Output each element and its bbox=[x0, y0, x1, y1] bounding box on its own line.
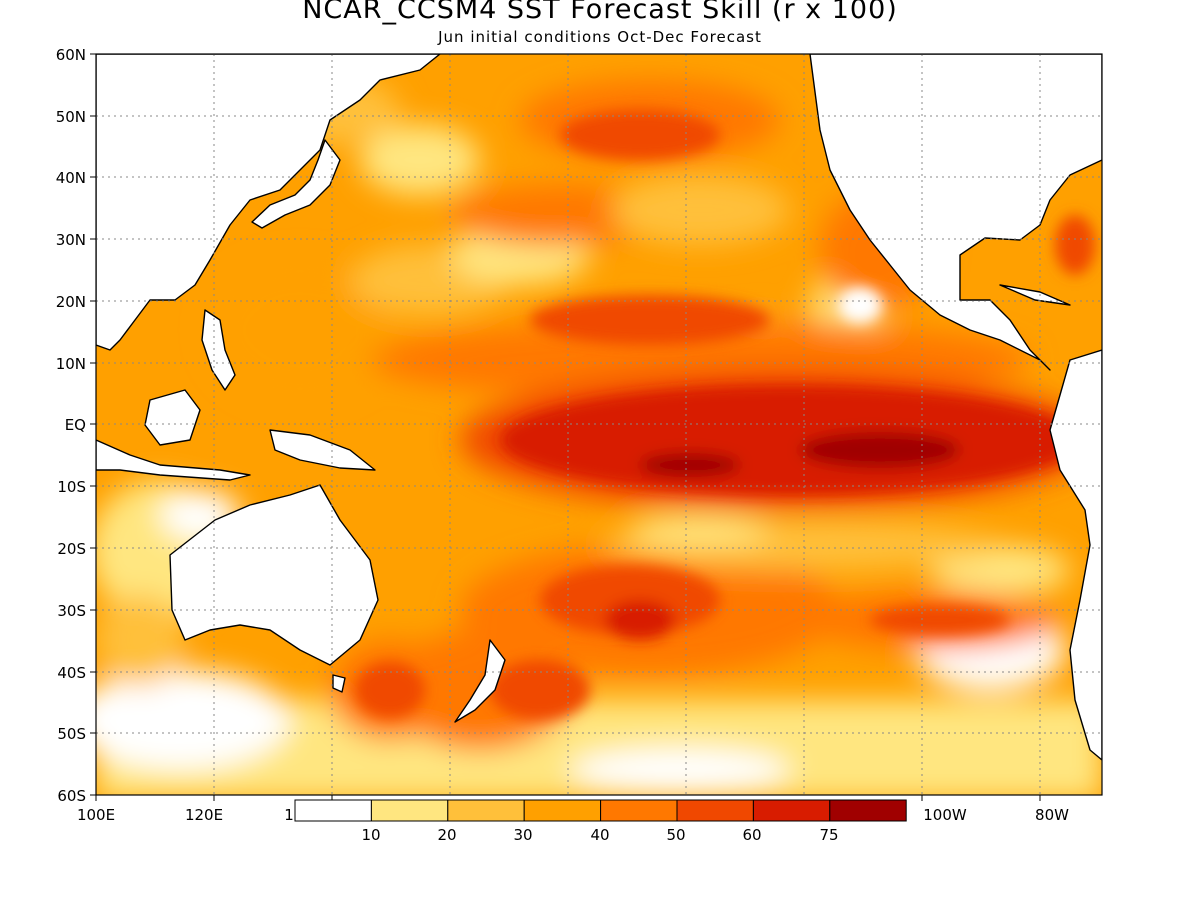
skill-field bbox=[96, 54, 1102, 795]
map-subtitle: Jun initial conditions Oct-Dec Forecast bbox=[438, 28, 762, 46]
colorbar-label: 20 bbox=[437, 826, 456, 844]
colorbar-swatch bbox=[523, 799, 602, 822]
colorbar-swatch bbox=[600, 799, 678, 822]
lat-label: 40N bbox=[56, 169, 86, 187]
land-sumatra-java bbox=[96, 439, 251, 481]
lat-label: 30S bbox=[57, 602, 86, 620]
colorbar-label: 60 bbox=[742, 826, 761, 844]
land-asia bbox=[96, 54, 441, 351]
lon-label: 120E bbox=[185, 806, 223, 824]
lat-label: EQ bbox=[65, 416, 86, 434]
colorbar-label: 10 bbox=[361, 826, 380, 844]
coastlines bbox=[96, 54, 1102, 761]
land-tasmania bbox=[332, 674, 346, 693]
colorbar-label: 40 bbox=[590, 826, 609, 844]
lat-label: 10S bbox=[57, 478, 86, 496]
colorbar-swatch bbox=[829, 799, 907, 822]
land-australia bbox=[169, 484, 379, 666]
lon-label: 100E bbox=[77, 806, 115, 824]
lat-label: 30N bbox=[56, 231, 86, 249]
lon-label: 80W bbox=[1035, 806, 1069, 824]
lat-label: 20S bbox=[57, 540, 86, 558]
colorbar-labels: 10 20 30 40 50 60 75 bbox=[361, 826, 838, 844]
lat-label: 50N bbox=[56, 108, 86, 126]
lon-ticks bbox=[95, 795, 1041, 801]
colorbar-swatch bbox=[752, 799, 831, 822]
land-new-guinea bbox=[269, 429, 376, 471]
lon-label: 100W bbox=[923, 806, 967, 824]
colorbar-swatch bbox=[370, 799, 449, 822]
lat-label: 60N bbox=[56, 46, 86, 64]
colorbar-label: 50 bbox=[666, 826, 685, 844]
land-philippines bbox=[201, 309, 236, 391]
land-south-america bbox=[1049, 349, 1102, 761]
colorbar-swatch bbox=[447, 799, 525, 822]
lat-label: 50S bbox=[57, 725, 86, 743]
lat-labels: 60N 50N 40N 30N 20N 10N EQ 10S 20S 30S 4… bbox=[56, 46, 86, 805]
colorbar-swatch bbox=[676, 799, 754, 822]
lat-label: 60S bbox=[57, 787, 86, 805]
lat-label: 20N bbox=[56, 293, 86, 311]
map-title: NCAR_CCSM4 SST Forecast Skill (r x 100) bbox=[302, 0, 898, 25]
colorbar bbox=[294, 799, 907, 822]
colorbar-label: 75 bbox=[819, 826, 838, 844]
land-north-america bbox=[809, 54, 1102, 371]
land-borneo bbox=[144, 389, 201, 446]
skill-contours-core bbox=[355, 110, 1095, 720]
colorbar-swatch bbox=[294, 799, 372, 822]
land-new-zealand bbox=[454, 639, 506, 723]
lon-labels: 100E 120E 1 100W 80W bbox=[77, 806, 1069, 824]
colorbar-label: 30 bbox=[513, 826, 532, 844]
lat-label: 10N bbox=[56, 355, 86, 373]
lat-ticks bbox=[90, 53, 96, 796]
lon-label: 1 bbox=[284, 806, 294, 824]
lat-label: 40S bbox=[57, 664, 86, 682]
land-cuba bbox=[999, 284, 1071, 306]
